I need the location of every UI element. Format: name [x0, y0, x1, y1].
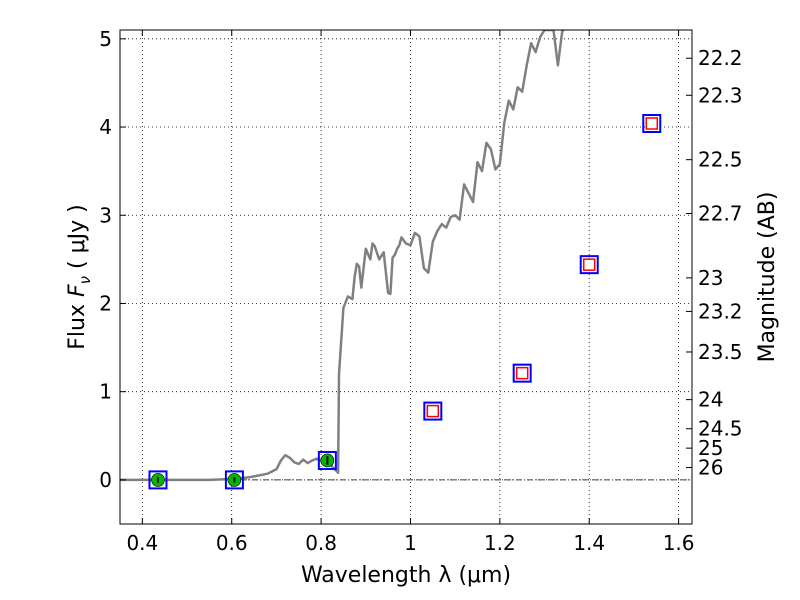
model-flux-box [224, 470, 244, 490]
x-axis-label: Wavelength λ (μm) [301, 563, 511, 588]
x-tick-label: 1.6 [663, 531, 695, 555]
model-flux-box [317, 450, 337, 470]
right-tick-label: 23 [698, 266, 723, 290]
x-tick-label: 0.8 [305, 531, 337, 555]
upper-limit-marker [515, 366, 529, 380]
model-flux-box [642, 114, 662, 134]
right-axis-label: Magnitude (AB) [755, 192, 780, 363]
y-tick-label: 5 [99, 27, 112, 51]
right-tick-label: 24.5 [698, 417, 743, 441]
x-tick-label: 1 [404, 531, 417, 555]
model-flux-box [148, 470, 168, 490]
model-flux-box [512, 363, 532, 383]
right-tick-label: 23.2 [698, 299, 743, 323]
upper-limit-marker [645, 117, 659, 130]
photometry-group [148, 114, 662, 490]
x-tick-label: 1.4 [573, 531, 605, 555]
y-axis-label-symbol: F [65, 284, 90, 297]
x-tick-label: 0.6 [216, 531, 248, 555]
x-tick-label: 0.4 [126, 531, 158, 555]
right-tick-label: 24 [698, 388, 723, 412]
upper-limit-marker [582, 258, 596, 271]
right-tick-label: 26 [698, 456, 723, 480]
model-flux-box [579, 255, 599, 275]
y-tick-label: 1 [99, 380, 112, 404]
y-axis-label: Flux Fν ( μJy ) [65, 204, 94, 349]
right-tick-label: 25 [698, 436, 723, 460]
y-axis-label-suffix: ( μJy ) [65, 204, 90, 276]
right-tick-label: 22.7 [698, 201, 743, 225]
y-tick-label: 2 [99, 291, 112, 315]
y-tick-label: 3 [99, 203, 112, 227]
plot-frame [119, 29, 693, 525]
y-tick-label: 4 [99, 115, 112, 139]
y-axis-ticks: 0 1 2 3 4 5 [99, 27, 126, 492]
right-tick-label: 23.5 [698, 340, 743, 364]
y-tick-label: 0 [99, 468, 112, 492]
right-tick-label: 22.5 [698, 148, 743, 172]
y-axis-label-prefix: Flux [65, 297, 90, 350]
right-tick-label: 22.3 [698, 83, 743, 107]
spectrum-line [120, 30, 565, 482]
x-axis-ticks: 0.4 0.6 0.8 1 1.2 1.4 1.6 [126, 30, 695, 555]
model-flux-box [423, 401, 443, 421]
spectrum-group [120, 30, 565, 482]
x-tick-label: 1.2 [484, 531, 516, 555]
right-tick-label: 22.2 [698, 46, 743, 70]
upper-limit-marker [426, 404, 440, 418]
y-axis-label-subscript: ν [76, 276, 94, 284]
plot-area [120, 30, 692, 524]
